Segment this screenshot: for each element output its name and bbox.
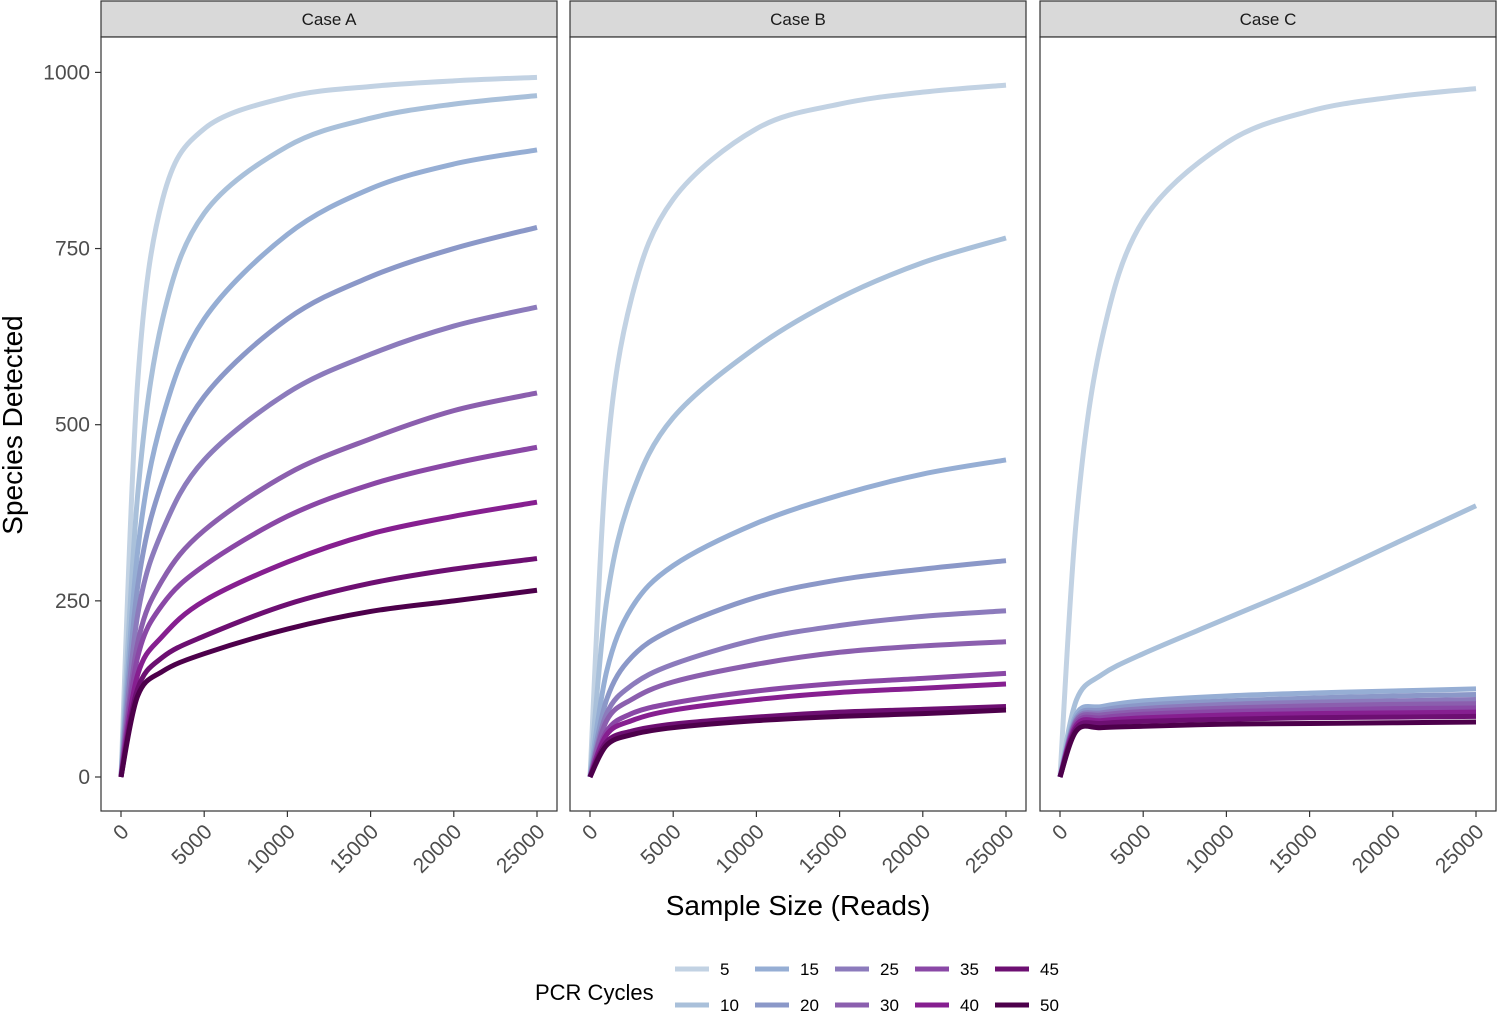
x-tick-label: 20000 [878,820,936,878]
series-line-35 [587,670,1007,778]
panels-layer: Case A 0 5000 10000 15000 20000 25000 Case B 0 50… [100,0,1497,878]
series-line-45 [587,704,1007,779]
facet-strip [1039,0,1497,38]
x-tick-label: 5000 [636,820,685,869]
legend-item-35: 35 [915,960,979,979]
series-line-5 [118,74,538,778]
facet-strip-label: Case A [302,10,357,29]
series-line-45 [1057,713,1477,778]
facet-panel-1: Case A 0 5000 10000 15000 20000 25000 [100,0,558,878]
x-tick-label: 10000 [242,820,300,878]
legend: PCR Cycles 5 10 15 20 25 30 35 40 45 50 [535,960,1059,1015]
x-tick-label: 0 [1048,820,1073,845]
y-tick-label: 0 [78,766,90,789]
y-tick-label: 1000 [43,61,90,84]
series-line-10 [118,93,538,778]
legend-item-40: 40 [915,996,979,1015]
series-line-50 [1057,719,1477,778]
legend-item-45: 45 [995,960,1059,979]
legend-item-15: 15 [755,960,819,979]
series-line-25 [118,304,538,778]
legend-item-5: 5 [675,960,729,979]
x-tick-label: 0 [109,820,134,845]
y-tick-label: 500 [55,414,90,437]
legend-item-25: 25 [835,960,899,979]
series-line-5 [1057,86,1477,778]
legend-label: 40 [960,996,979,1015]
facet-strip-label: Case B [770,10,826,29]
legend-label: 30 [880,996,899,1015]
facet-strip [100,0,558,38]
x-tick-label: 15000 [795,820,853,878]
panel-plot-area [1039,36,1497,812]
x-tick-label: 10000 [711,820,769,878]
legend-label: 50 [1040,996,1059,1015]
legend-item-10: 10 [675,996,739,1015]
series-line-45 [118,556,538,778]
legend-item-50: 50 [995,996,1059,1015]
x-tick-label: 25000 [961,820,1019,878]
x-tick-label: 10000 [1181,820,1239,878]
legend-title: PCR Cycles [535,980,654,1005]
legend-label: 35 [960,960,979,979]
x-tick-label: 20000 [409,820,467,878]
legend-label: 5 [720,960,729,979]
x-tick-label: 15000 [326,820,384,878]
series-line-40 [587,681,1007,778]
x-tick-label: 20000 [1348,820,1406,878]
facet-panel-2: Case B 0 5000 10000 15000 20000 25000 [569,0,1027,878]
series-line-15 [118,147,538,778]
x-tick-label: 0 [578,820,603,845]
series-line-10 [587,235,1007,778]
series-line-15 [587,457,1007,778]
legend-label: 20 [800,996,819,1015]
series-line-30 [587,639,1007,778]
facet-panel-3: Case C 0 5000 10000 15000 20000 25000 [1039,0,1497,878]
series-line-15 [1057,686,1477,778]
series-line-5 [587,82,1007,778]
series-line-40 [118,499,538,778]
legend-label: 15 [800,960,819,979]
facet-strip-label: Case C [1240,10,1297,29]
series-line-35 [118,444,538,778]
y-tick-label: 250 [55,590,90,613]
series-line-25 [587,608,1007,778]
x-axis-title: Sample Size (Reads) [666,890,931,921]
series-line-10 [1057,503,1478,778]
legend-label: 25 [880,960,899,979]
panel-plot-area [569,36,1027,812]
series-line-20 [587,558,1007,778]
x-tick-label: 5000 [1106,820,1155,869]
y-axis-title: Species Detected [0,315,28,534]
series-line-20 [118,224,538,778]
series-line-50 [118,587,538,778]
panel-plot-area [100,36,558,812]
x-tick-label: 5000 [167,820,216,869]
y-axis: 0 250 500 750 1000 [43,61,101,789]
legend-label: 45 [1040,960,1059,979]
series-line-40 [1057,709,1477,778]
series-line-50 [587,707,1007,779]
series-line-30 [118,390,538,778]
x-tick-label: 15000 [1265,820,1323,878]
legend-label: 10 [720,996,739,1015]
legend-item-30: 30 [835,996,899,1015]
x-tick-label: 25000 [1431,820,1489,878]
legend-item-20: 20 [755,996,819,1015]
y-tick-label: 750 [55,238,90,261]
x-tick-label: 25000 [492,820,550,878]
